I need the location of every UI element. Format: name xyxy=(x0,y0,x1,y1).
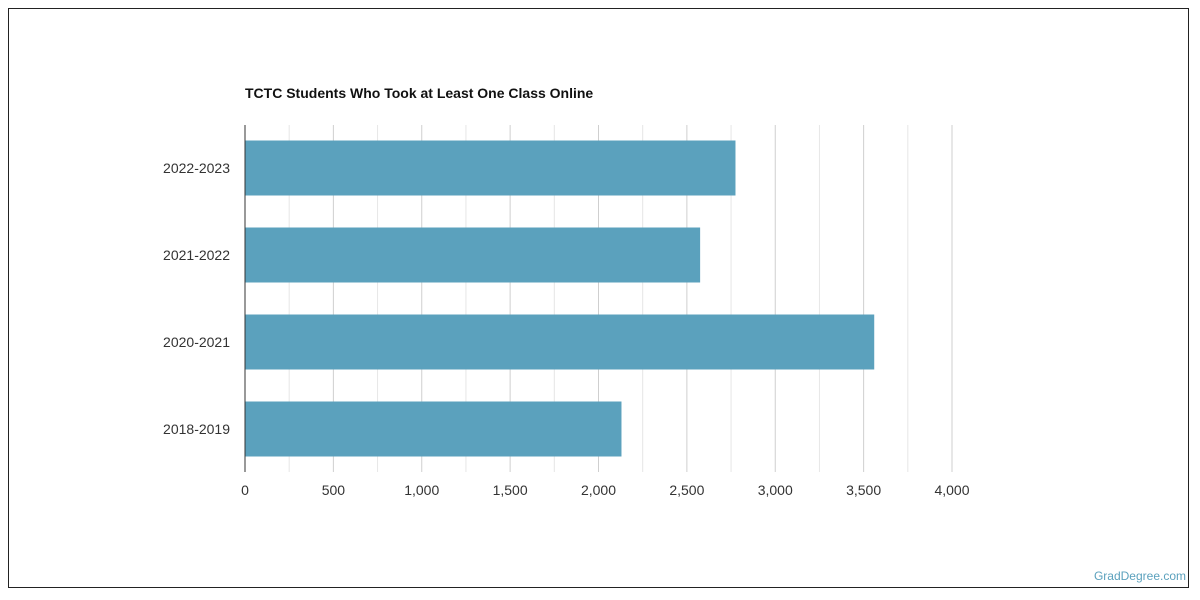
y-category-label: 2021-2022 xyxy=(163,247,230,263)
bar-2022-2023[interactable] xyxy=(245,140,736,196)
bar-2021-2022[interactable] xyxy=(245,227,701,283)
x-tick-label: 3,000 xyxy=(758,482,793,498)
x-tick-label: 4,000 xyxy=(934,482,969,498)
y-category-labels: 2022-2023 2021-2022 2020-2021 2018-2019 xyxy=(163,160,230,437)
watermark-credit[interactable]: GradDegree.com xyxy=(1093,569,1186,583)
x-tick-labels: 0 500 1,000 1,500 2,000 2,500 3,000 3,500 4,000 xyxy=(241,482,970,498)
x-tick-label: 2,000 xyxy=(581,482,616,498)
y-category-label: 2022-2023 xyxy=(163,160,230,176)
x-tick-label: 1,000 xyxy=(404,482,439,498)
x-tick-label: 0 xyxy=(241,482,249,498)
x-tick-label: 500 xyxy=(322,482,346,498)
y-category-label: 2018-2019 xyxy=(163,421,230,437)
x-tick-label: 1,500 xyxy=(493,482,528,498)
x-tick-label: 2,500 xyxy=(669,482,704,498)
y-category-label: 2020-2021 xyxy=(163,334,230,350)
bars xyxy=(245,140,875,457)
chart-title: TCTC Students Who Took at Least One Clas… xyxy=(245,85,594,101)
x-tick-label: 3,500 xyxy=(846,482,881,498)
bar-2020-2021[interactable] xyxy=(245,314,875,370)
bar-2018-2019[interactable] xyxy=(245,401,622,457)
